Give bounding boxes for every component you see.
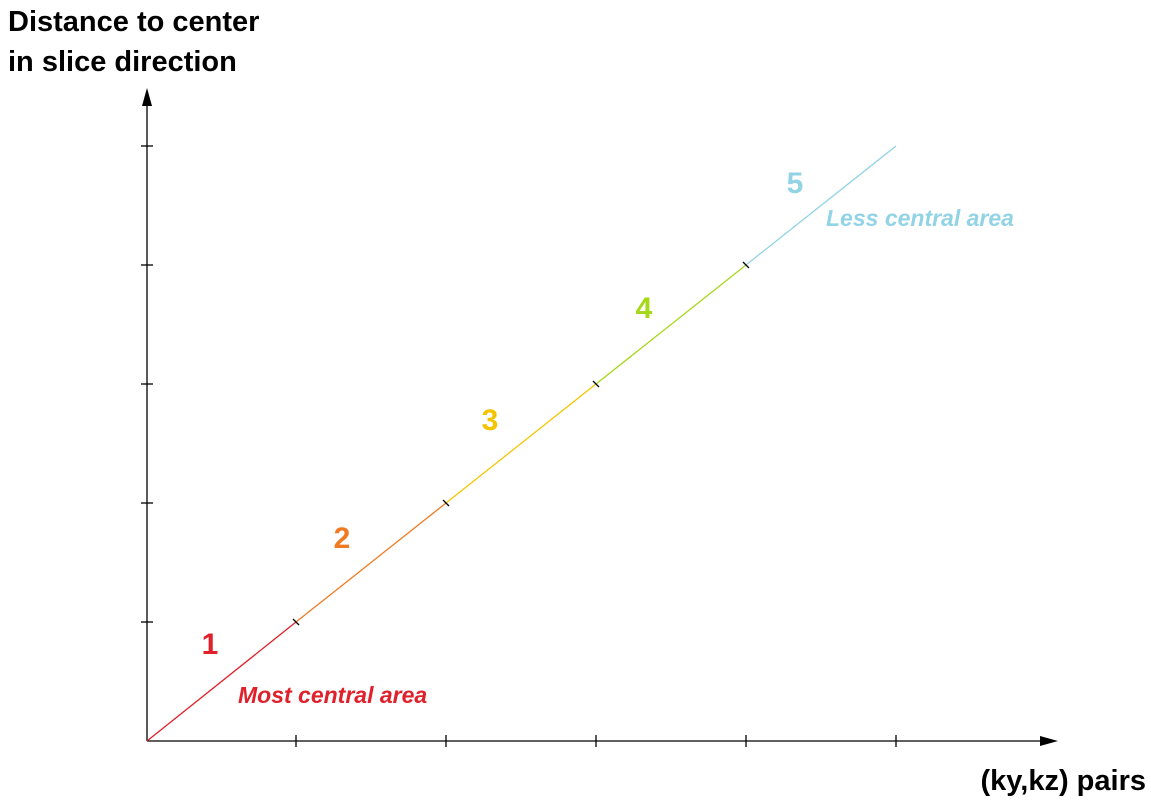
joint-tick (592, 380, 600, 388)
annotation: Less central area (826, 205, 1014, 231)
segment (445, 383, 597, 504)
segment-label: 5 (787, 167, 804, 200)
joint-tick (442, 499, 450, 507)
segment (745, 145, 897, 266)
segment-label: 4 (636, 292, 653, 325)
segment (295, 502, 447, 623)
segment (595, 264, 747, 385)
segment-label: 3 (482, 404, 499, 437)
joints (292, 261, 750, 626)
segment-label: 1 (202, 628, 219, 661)
axes (141, 100, 1048, 747)
segment (146, 621, 297, 742)
y-axis-label: Distance to center (8, 6, 259, 38)
annotation: Most central area (238, 682, 427, 708)
joint-tick (292, 618, 300, 626)
segment-label: 2 (334, 522, 351, 555)
arrow-head (142, 88, 152, 106)
y-axis-label: in slice direction (8, 46, 237, 78)
x-axis-label: (ky,kz) pairs (981, 765, 1146, 797)
joint-tick (742, 261, 750, 269)
arrow-head (1040, 736, 1058, 746)
